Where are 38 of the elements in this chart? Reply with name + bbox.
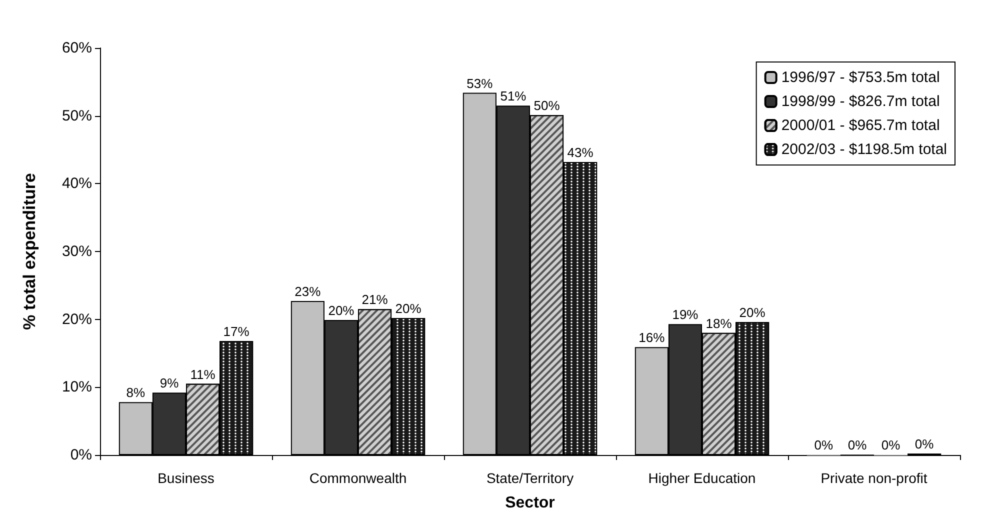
data-label: 0%	[881, 438, 901, 452]
x-tick-label: State/Territory	[486, 470, 574, 486]
legend-label: 2000/01 - $965.7m total	[781, 117, 940, 134]
data-label: 9%	[160, 376, 180, 391]
data-label: 11%	[190, 366, 216, 382]
x-axis-title: Sector	[505, 494, 555, 512]
legend-label: 1998/99 - $826.7m total	[781, 93, 940, 110]
y-tick-label: 20%	[62, 310, 92, 328]
y-tick-label: 10%	[62, 378, 92, 396]
data-label: 20%	[395, 300, 422, 316]
x-tick-label: Higher Education	[648, 470, 756, 486]
y-tick-label: 30%	[62, 243, 92, 260]
y-axis-title: % total expenditure	[20, 173, 39, 330]
y-tick-label: 0%	[70, 446, 92, 464]
data-label: 16%	[638, 330, 666, 346]
data-label: 21%	[362, 292, 388, 308]
x-tick-label: Private non-profit	[820, 470, 928, 486]
x-tick-label: Business	[158, 470, 214, 486]
data-label: 50%	[534, 98, 560, 114]
data-label: 0%	[914, 436, 934, 452]
data-label: 17%	[223, 324, 250, 340]
data-label: 20%	[328, 303, 355, 318]
data-label: 0%	[848, 438, 868, 452]
y-tick-label: 60%	[62, 40, 92, 56]
data-label: 51%	[500, 88, 527, 104]
data-label: 53%	[466, 76, 494, 91]
x-tick-label: Commonwealth	[309, 470, 407, 486]
data-label: 0%	[814, 438, 834, 452]
data-label: 43%	[567, 144, 594, 160]
legend-label: 2002/03 - $1198.5m total	[781, 141, 948, 158]
data-label: 20%	[739, 305, 766, 320]
data-label: 23%	[294, 284, 322, 300]
data-label: 8%	[126, 385, 146, 400]
data-label: 19%	[672, 307, 699, 322]
legend-label: 1996/97 - $753.5m total	[781, 69, 940, 86]
y-tick-label: 50%	[62, 107, 92, 124]
data-label: 18%	[706, 316, 732, 331]
y-tick-label: 40%	[62, 175, 92, 192]
